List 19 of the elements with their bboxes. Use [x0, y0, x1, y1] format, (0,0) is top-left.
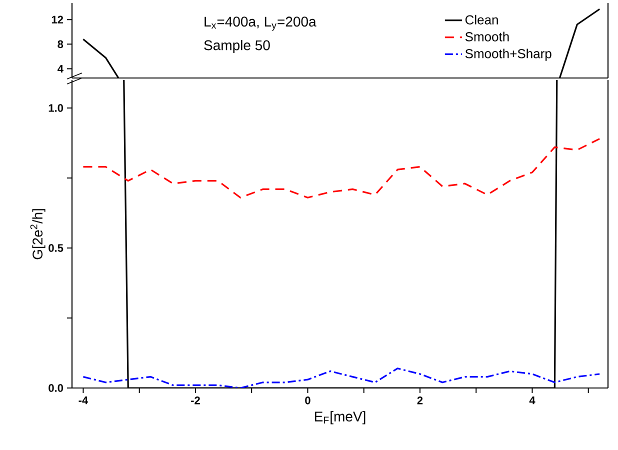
annotation: L$_{x}$=400a, L$_{y}$=200a	[204, 16, 316, 31]
y-tick-label: 0.5	[48, 244, 64, 252]
y-tick-label: 12	[52, 16, 64, 24]
x-tick-label: 0	[305, 396, 310, 404]
line-series	[82, 138, 600, 198]
x-tick-label: -4	[78, 396, 88, 404]
legend-label: Smooth	[465, 32, 509, 42]
legend-label: Clean	[465, 14, 498, 24]
legend-label: Smooth+Sharp	[465, 48, 552, 61]
y-tick-label: 8	[58, 40, 64, 48]
x-tick-label: 4	[529, 396, 536, 404]
y-axis-title: G[2e$^{2}$/h]	[30, 209, 46, 260]
x-tick-label: -2	[191, 396, 200, 404]
y-tick-label: 0.0	[48, 384, 64, 392]
annotation: Sample 50	[204, 40, 270, 53]
x-tick-label: 2	[417, 396, 423, 404]
y-tick-label: 4	[58, 65, 64, 73]
x-axis-title: E$_{F}$[meV]	[314, 411, 366, 424]
y-tick-label: 1.0	[48, 104, 64, 112]
